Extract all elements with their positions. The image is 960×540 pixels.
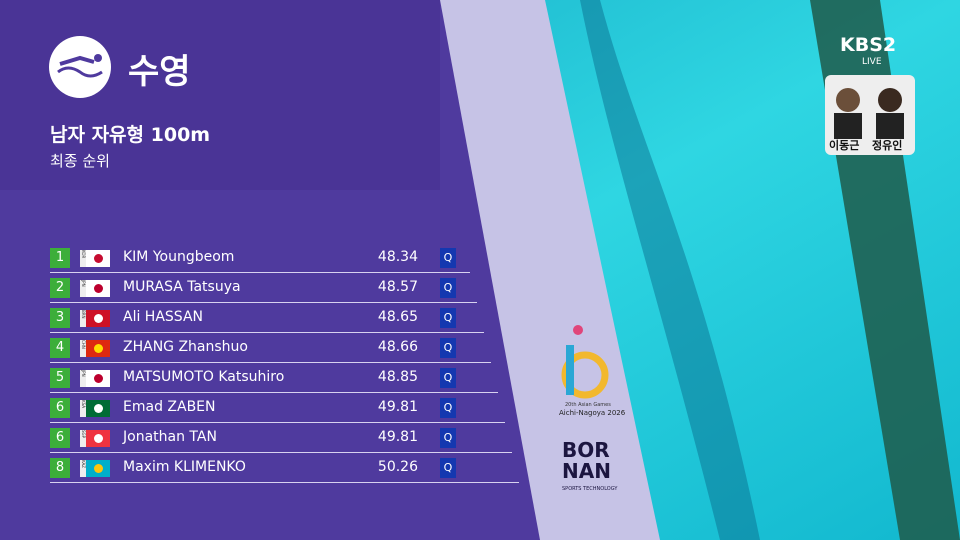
rank-badge: 6: [50, 398, 70, 418]
athlete-name: Jonathan TAN: [123, 429, 217, 445]
flag: JPN: [80, 280, 110, 297]
country-code: KAZ: [80, 460, 86, 477]
stage-title: 최종 순위: [50, 152, 110, 170]
row-separator: [50, 392, 498, 393]
flag-emblem: [94, 434, 103, 443]
games-line: Aichi-Nagoya 2026: [559, 409, 626, 417]
flag: CHN: [80, 340, 110, 357]
commentator: 이동근: [829, 139, 860, 152]
country-code: SGP: [80, 430, 86, 447]
country-code: KSA: [80, 400, 86, 417]
flag: SGP: [80, 430, 110, 447]
row-separator: [50, 332, 484, 333]
qualified-badge: Q: [440, 278, 456, 298]
games-line: 20th Asian Games: [565, 402, 611, 408]
flag-emblem: [94, 314, 103, 323]
sponsor-name: BOR: [562, 438, 610, 462]
row-separator: [50, 452, 512, 453]
row-separator: [50, 272, 470, 273]
qualified-badge: Q: [440, 308, 456, 328]
qualified-badge: Q: [440, 368, 456, 388]
row-separator: [50, 362, 491, 363]
event-title: 남자 자유형 100m: [50, 124, 211, 146]
country-code: JPN: [80, 370, 86, 387]
result-row: 6 KSA Emad ZABEN 49.81 Q: [50, 396, 530, 423]
result-time: 50.26: [377, 459, 418, 475]
result-row: 6 SGP Jonathan TAN 49.81 Q: [50, 426, 530, 453]
row-separator: [50, 302, 477, 303]
country-code: JPN: [80, 280, 86, 297]
result-time: 48.34: [377, 249, 418, 265]
flag-emblem: [94, 404, 103, 413]
qualified-badge: Q: [440, 458, 456, 478]
athlete-name: Emad ZABEN: [123, 399, 216, 415]
result-time: 48.66: [377, 339, 418, 355]
athlete-name: MURASA Tatsuya: [123, 279, 241, 295]
athlete-name: Maxim KLIMENKO: [123, 459, 246, 475]
sponsor-tagline: SPORTS TECHNOLOGY: [562, 486, 618, 492]
result-time: 48.57: [377, 279, 418, 295]
result-row: 2 JPN MURASA Tatsuya 48.57 Q: [50, 276, 530, 303]
athlete-name: MATSUMOTO Katsuhiro: [123, 369, 285, 385]
rank-badge: 6: [50, 428, 70, 448]
flag-emblem: [94, 284, 103, 293]
flag: BRN: [80, 310, 110, 327]
flag: KSA: [80, 400, 110, 417]
flag: KOR: [80, 250, 110, 267]
row-separator: [50, 482, 519, 483]
rank-badge: 2: [50, 278, 70, 298]
qualified-badge: Q: [440, 398, 456, 418]
rank-badge: 3: [50, 308, 70, 328]
flag: KAZ: [80, 460, 110, 477]
qualified-badge: Q: [440, 248, 456, 268]
commentator: 정유인: [872, 139, 903, 152]
result-time: 49.81: [377, 399, 418, 415]
result-row: 1 KOR KIM Youngbeom 48.34 Q: [50, 246, 530, 273]
qualified-badge: Q: [440, 338, 456, 358]
result-time: 48.85: [377, 369, 418, 385]
result-row: 4 CHN ZHANG Zhanshuo 48.66 Q: [50, 336, 530, 363]
rank-badge: 8: [50, 458, 70, 478]
row-separator: [50, 422, 505, 423]
rank-badge: 1: [50, 248, 70, 268]
country-code: CHN: [80, 340, 86, 357]
country-code: BRN: [80, 310, 86, 327]
result-row: 8 KAZ Maxim KLIMENKO 50.26 Q: [50, 456, 530, 483]
broadcaster-logo: KBS2: [840, 34, 897, 56]
flag-emblem: [94, 464, 103, 473]
athlete-name: Ali HASSAN: [123, 309, 203, 325]
sponsor-name: NAN: [562, 459, 611, 483]
flag-emblem: [94, 344, 103, 353]
qualified-badge: Q: [440, 428, 456, 448]
result-time: 49.81: [377, 429, 418, 445]
sport-title: 수영: [128, 52, 191, 92]
result-time: 48.65: [377, 309, 418, 325]
athlete-name: KIM Youngbeom: [123, 249, 235, 265]
flag-emblem: [94, 374, 103, 383]
live-label: LIVE: [862, 57, 882, 67]
result-row: 5 JPN MATSUMOTO Katsuhiro 48.85 Q: [50, 366, 530, 393]
rank-badge: 4: [50, 338, 70, 358]
flag-emblem: [94, 254, 103, 263]
result-row: 3 BRN Ali HASSAN 48.65 Q: [50, 306, 530, 333]
country-code: KOR: [80, 250, 86, 267]
flag: JPN: [80, 370, 110, 387]
rank-badge: 5: [50, 368, 70, 388]
athlete-name: ZHANG Zhanshuo: [123, 339, 248, 355]
